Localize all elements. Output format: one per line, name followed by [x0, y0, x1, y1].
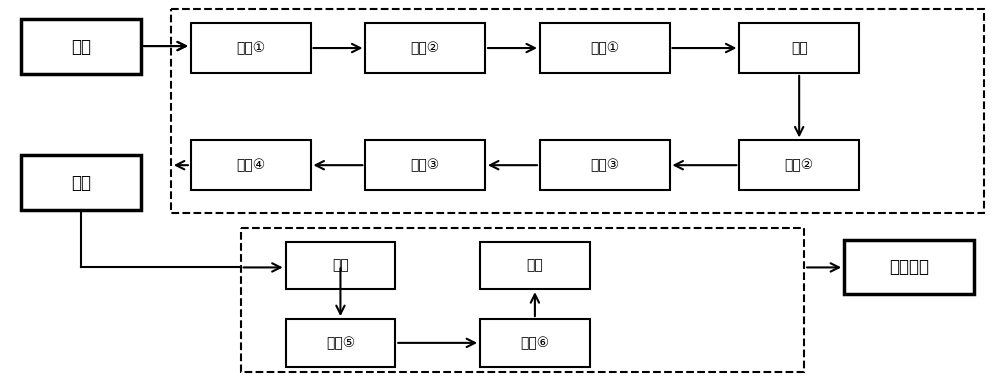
Bar [171, 10, 984, 213]
Text: 插片: 插片 [71, 38, 91, 55]
Bar [844, 240, 974, 294]
Text: 水洗③: 水洗③ [590, 158, 619, 172]
Bar [739, 140, 859, 190]
Bar [365, 23, 485, 73]
Text: 水洗④: 水洗④ [236, 158, 265, 172]
Text: 分片: 分片 [71, 174, 91, 192]
Bar [286, 319, 395, 367]
Bar [191, 23, 311, 73]
Bar [739, 23, 859, 73]
Text: 水洗①: 水洗① [590, 41, 619, 55]
Bar [540, 23, 670, 73]
Text: 水洗②: 水洗② [785, 158, 814, 172]
Text: 碱洗③: 碱洗③ [411, 158, 440, 172]
Bar [480, 242, 590, 289]
Bar [191, 140, 311, 190]
Text: 碱洗②: 碱洗② [411, 41, 440, 55]
Text: 制绒: 制绒 [791, 41, 808, 55]
Bar [365, 140, 485, 190]
Bar [241, 228, 804, 372]
Bar [21, 155, 141, 210]
Text: 烘干: 烘干 [527, 258, 543, 272]
Text: 下道工序: 下道工序 [889, 258, 929, 276]
Bar [480, 319, 590, 367]
Bar [540, 140, 670, 190]
Bar [286, 242, 395, 289]
Text: 碱洗①: 碱洗① [236, 41, 265, 55]
Bar [21, 19, 141, 74]
Text: 水洗⑤: 水洗⑤ [326, 336, 355, 350]
Text: 水洗⑥: 水洗⑥ [520, 336, 550, 350]
Text: 酸洗: 酸洗 [332, 258, 349, 272]
